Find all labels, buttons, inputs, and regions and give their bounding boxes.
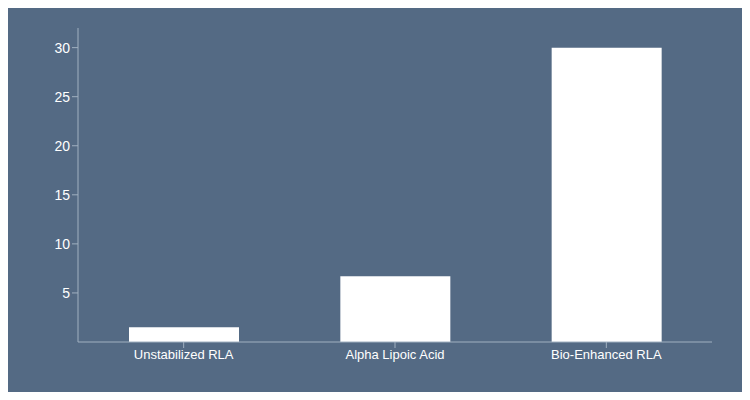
- svg-text:Bio-Enhanced RLA: Bio-Enhanced RLA: [551, 347, 662, 362]
- svg-text:15: 15: [54, 187, 70, 203]
- svg-text:10: 10: [54, 236, 70, 252]
- svg-text:Alpha Lipoic Acid: Alpha Lipoic Acid: [345, 347, 444, 362]
- svg-text:Unstabilized RLA: Unstabilized RLA: [134, 347, 234, 362]
- svg-text:30: 30: [54, 40, 70, 56]
- svg-text:20: 20: [54, 138, 70, 154]
- svg-text:25: 25: [54, 89, 70, 105]
- svg-text:5: 5: [62, 285, 70, 301]
